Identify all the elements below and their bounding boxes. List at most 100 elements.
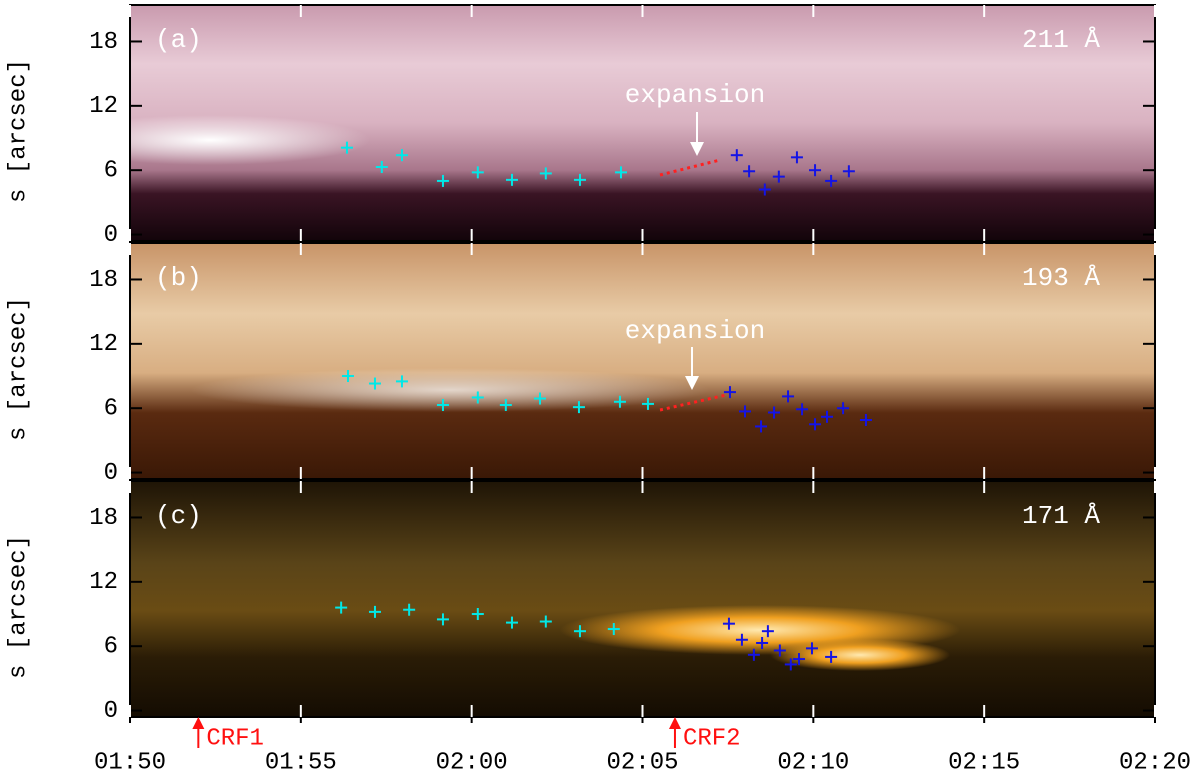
y-axis-label: s [arcsec] (5, 297, 32, 441)
plus-marker (395, 375, 408, 388)
x-tick-label: 02:10 (777, 749, 849, 776)
plus-marker (436, 398, 449, 411)
plus-marker (758, 183, 771, 196)
plus-marker (796, 403, 809, 416)
x-tick-label: 01:55 (265, 749, 337, 776)
plus-marker (573, 625, 586, 638)
plus-marker (739, 405, 751, 418)
plus-marker (335, 601, 348, 614)
arrow-head (690, 142, 704, 156)
plus-marker (613, 395, 626, 408)
plus-marker (368, 605, 381, 618)
wavelength-label: 171 Å (1022, 501, 1100, 531)
plus-marker (471, 166, 484, 179)
y-tick-label: 12 (89, 93, 118, 120)
plus-marker (790, 151, 803, 164)
x-tick-label: 02:00 (436, 749, 508, 776)
plus-marker (837, 402, 850, 415)
x-tick-label: 01:50 (94, 749, 166, 776)
plus-marker (436, 174, 449, 187)
plus-marker (499, 398, 512, 411)
event-label: CRF2 (683, 725, 741, 752)
plus-marker (825, 174, 838, 187)
plus-marker (471, 608, 484, 621)
x-tick-label: 02:15 (948, 749, 1020, 776)
y-tick-label: 6 (104, 396, 118, 423)
plus-marker (573, 173, 586, 186)
bright-region (190, 368, 710, 412)
y-tick-label: 18 (89, 29, 118, 56)
event-label: CRF1 (206, 725, 264, 752)
plus-marker (723, 386, 736, 399)
plus-marker (842, 165, 855, 178)
annotation: expansion (625, 316, 765, 346)
panel-label: (b) (155, 263, 202, 293)
plus-marker (340, 141, 353, 154)
plus-marker (821, 410, 833, 423)
plus-marker (782, 390, 795, 403)
panel-backgrounds (50, 5, 1155, 717)
plus-marker (743, 165, 756, 178)
event-arrow-head (668, 717, 681, 729)
plus-marker (375, 160, 388, 173)
plus-marker (722, 617, 735, 630)
plus-marker (809, 418, 822, 431)
bright-region (770, 639, 950, 671)
y-tick-label: 0 (104, 698, 118, 725)
plus-marker (395, 149, 408, 162)
plus-marker (539, 167, 552, 180)
expansion-line (659, 393, 727, 412)
plus-marker (755, 420, 768, 433)
plus-marker (505, 173, 518, 186)
wavelength-label: 211 Å (1022, 25, 1100, 55)
y-tick-label: 0 (104, 460, 118, 487)
plus-marker (436, 613, 449, 626)
plus-marker (730, 149, 743, 162)
y-axis-label: s [arcsec] (5, 535, 32, 679)
plus-marker (341, 370, 354, 383)
plus-marker (768, 406, 781, 419)
y-axis-label: s [arcsec] (5, 59, 32, 203)
plus-marker (761, 625, 774, 638)
plus-marker (505, 616, 518, 629)
plus-marker (825, 650, 838, 663)
plus-marker (784, 658, 797, 671)
plus-marker (614, 166, 627, 179)
wavelength-label: 193 Å (1022, 263, 1100, 293)
plus-marker (809, 164, 822, 177)
y-tick-label: 12 (89, 569, 118, 596)
panel-label: (c) (155, 501, 202, 531)
y-tick-label: 6 (104, 158, 118, 185)
plus-marker (773, 644, 786, 657)
expansion-line (659, 158, 721, 177)
plus-marker (792, 653, 805, 666)
plus-marker (534, 392, 546, 405)
plus-marker (756, 636, 769, 649)
plus-marker (368, 377, 381, 390)
plus-marker (539, 615, 552, 628)
y-tick-label: 18 (89, 267, 118, 294)
plus-marker (772, 170, 785, 183)
x-tick-label: 02:05 (606, 749, 678, 776)
heatmap-171 (130, 481, 1155, 717)
plus-marker (805, 642, 818, 655)
y-tick-label: 0 (104, 222, 118, 249)
bright-region (50, 115, 370, 165)
annotation: expansion (625, 80, 765, 110)
plus-marker (572, 401, 585, 414)
plus-marker (471, 391, 484, 404)
plus-marker (859, 414, 872, 426)
plus-marker (641, 397, 654, 410)
y-tick-label: 18 (89, 505, 118, 532)
panel-label: (a) (155, 25, 202, 55)
plus-marker (607, 623, 620, 636)
arrow-head (685, 376, 699, 390)
event-arrow-head (192, 717, 205, 729)
plus-marker (403, 603, 416, 616)
plus-marker (747, 648, 760, 661)
heatmap-193 (130, 243, 1155, 479)
y-tick-label: 12 (89, 331, 118, 358)
x-tick-label: 02:20 (1119, 749, 1191, 776)
y-tick-label: 6 (104, 634, 118, 661)
